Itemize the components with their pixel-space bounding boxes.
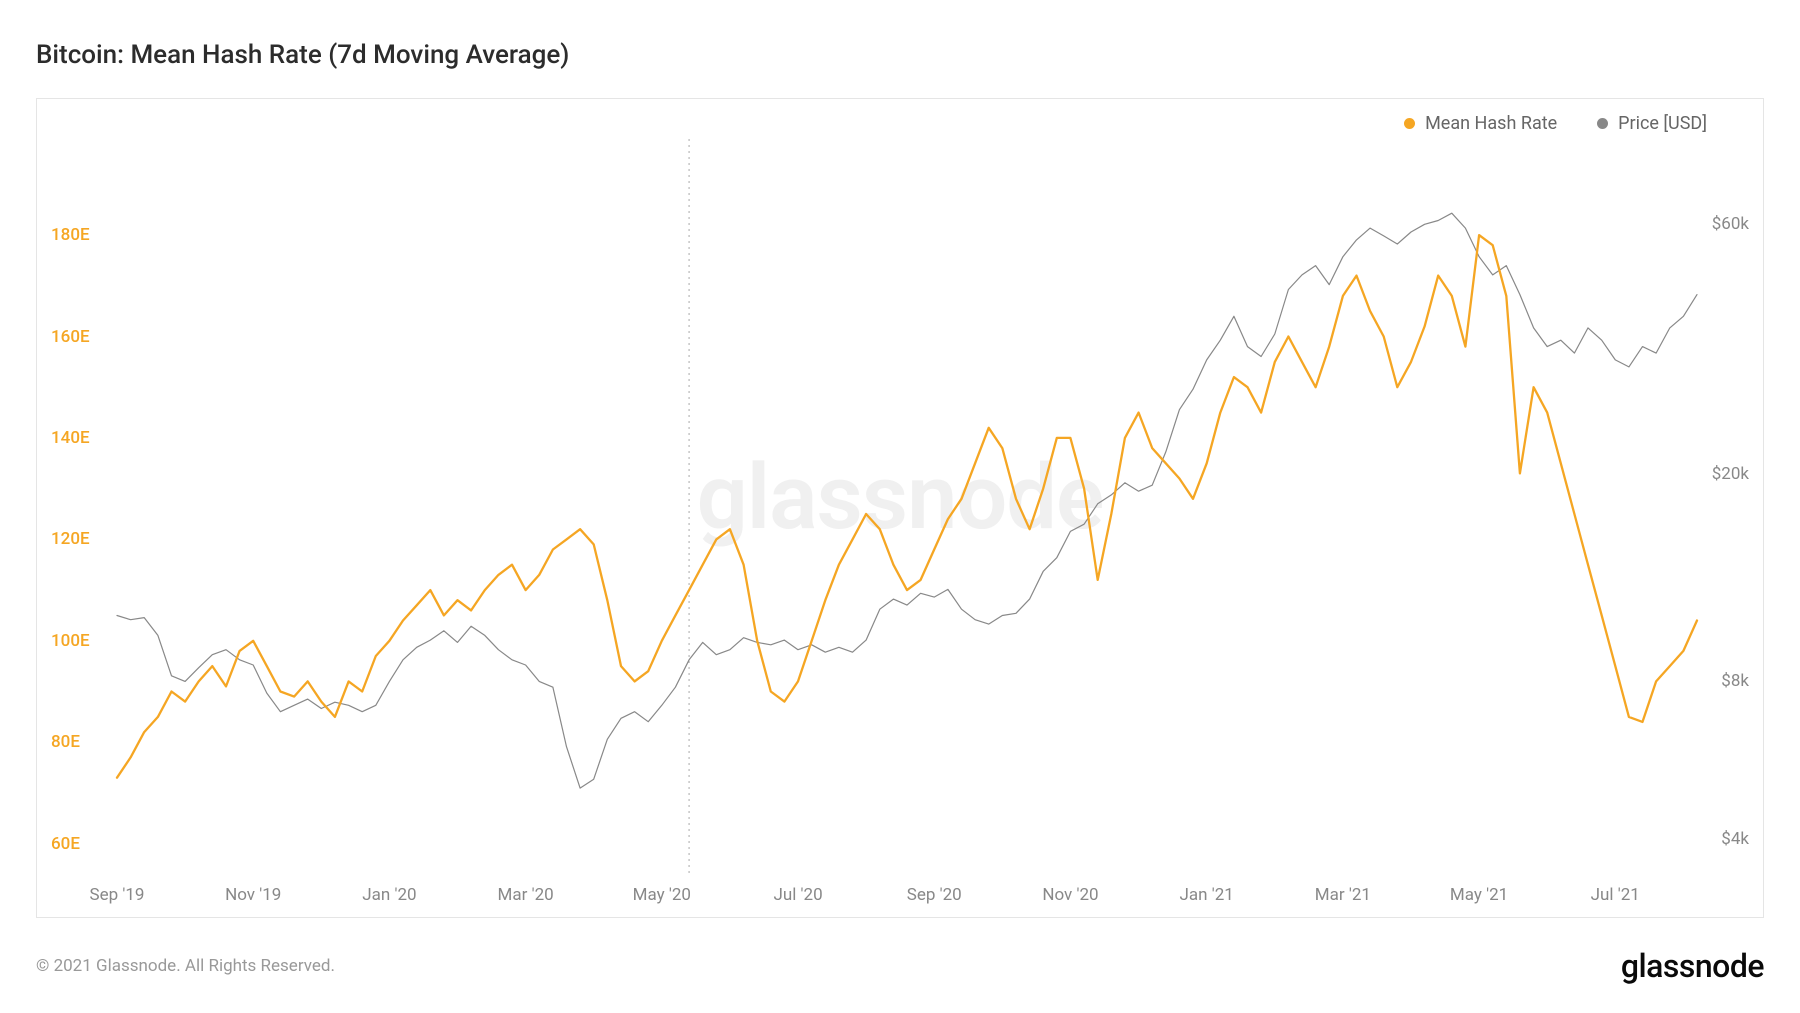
chart-title: Bitcoin: Mean Hash Rate (7d Moving Avera… [36,40,1764,70]
chart-plot [37,99,1765,919]
copyright: © 2021 Glassnode. All Rights Reserved. [36,956,335,976]
chart-container: glassnode Mean Hash Rate Price [USD] 60E… [36,98,1764,918]
brand-logo: glassnode [1621,947,1764,985]
